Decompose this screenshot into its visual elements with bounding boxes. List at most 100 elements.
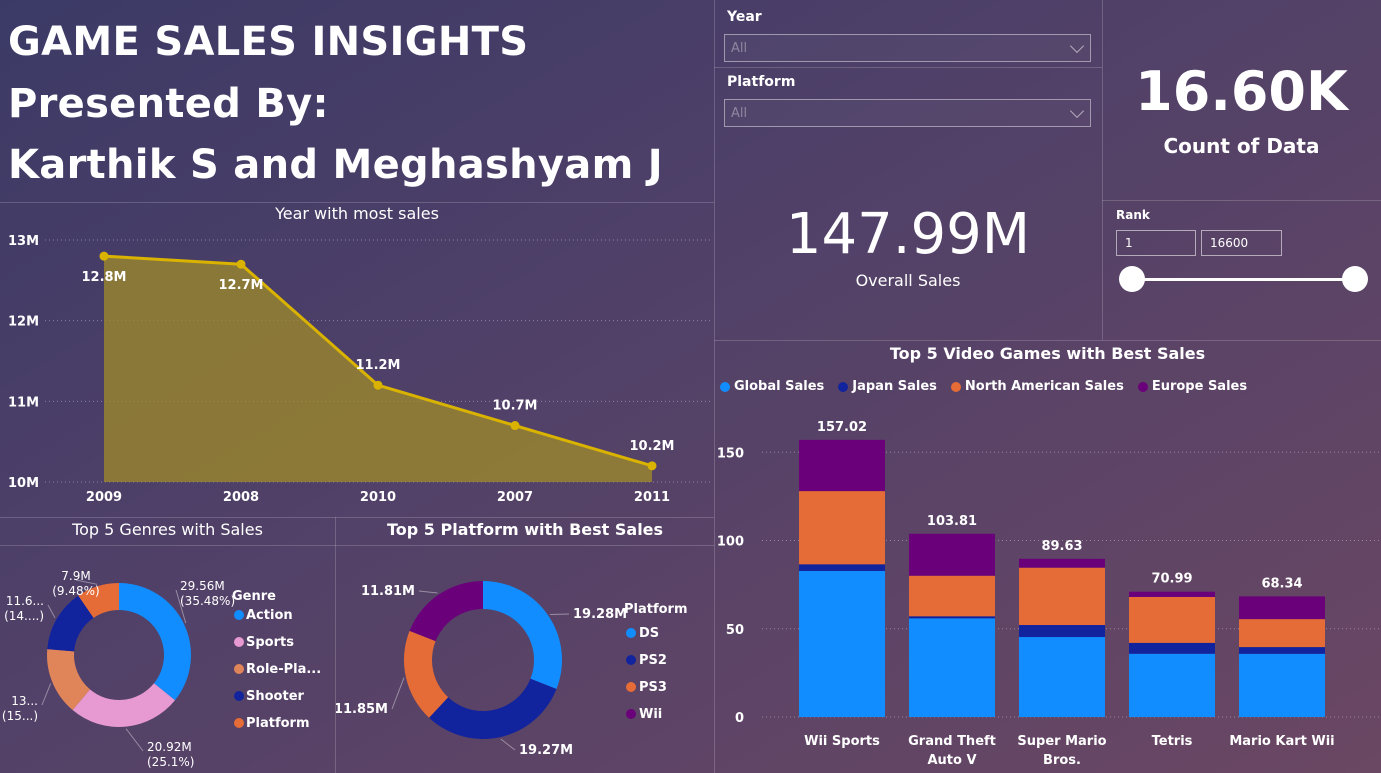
data-label: 7.9M <box>61 569 90 583</box>
year-dropdown-value: All <box>731 41 748 56</box>
legend-label: Wii <box>639 707 662 722</box>
data-point <box>99 251 109 261</box>
platform-chart-title: Top 5 Platform with Best Sales <box>386 520 664 539</box>
x-tick-label: Tetris <box>1152 734 1193 749</box>
x-tick-label: Grand Theft <box>908 734 996 749</box>
bar-segment <box>1239 653 1325 717</box>
data-label: 13... <box>11 694 38 708</box>
legend-title: Platform <box>624 602 688 617</box>
y-tick-label: 50 <box>726 623 744 638</box>
legend-label: Shooter <box>246 689 305 704</box>
legend-label: Action <box>246 608 293 623</box>
legend-dot <box>234 610 244 620</box>
legend-item: North American Sales <box>950 379 1124 394</box>
platform-dropdown-value: All <box>731 106 748 121</box>
legend-label: Global Sales <box>734 379 825 394</box>
divider <box>1102 200 1381 201</box>
divider <box>714 340 1381 341</box>
rank-label: Rank <box>1116 208 1150 222</box>
data-label: 12.7M <box>218 278 263 293</box>
y-tick-label: 150 <box>717 446 744 461</box>
y-tick-label: 100 <box>717 535 744 550</box>
leader-line <box>125 728 144 752</box>
count-kpi-value: 16.60K <box>1135 60 1348 123</box>
y-tick-label: 11M <box>8 395 39 410</box>
count-kpi-label: Count of Data <box>1163 134 1320 158</box>
sales-kpi-value: 147.99M <box>785 202 1031 267</box>
bar-segment <box>799 570 885 717</box>
bar-segment <box>1129 653 1215 717</box>
legend-dot <box>626 628 636 638</box>
y-tick-label: 0 <box>735 711 744 726</box>
divider <box>0 517 714 518</box>
divider <box>0 202 714 203</box>
bar-segment <box>799 564 885 571</box>
area-fill <box>104 256 652 482</box>
rank-slider-max-handle[interactable] <box>1342 266 1368 292</box>
data-point <box>510 421 520 431</box>
data-label: 11.6... <box>6 594 44 608</box>
rank-min-input[interactable]: 1 <box>1116 230 1196 256</box>
year-dropdown[interactable]: All <box>724 34 1091 62</box>
rank-slider-track[interactable] <box>1132 278 1356 281</box>
data-label: 10.7M <box>492 399 537 414</box>
divider <box>335 517 336 773</box>
y-tick-label: 13M <box>8 234 39 249</box>
divider <box>714 0 715 773</box>
rank-max-input[interactable]: 16600 <box>1201 230 1282 256</box>
legend-label: Role-Pla... <box>246 662 321 677</box>
genre-slice <box>72 683 176 727</box>
legend-label: DS <box>639 626 659 641</box>
data-label: 10.2M <box>629 439 674 454</box>
data-label: (15...) <box>2 709 38 723</box>
data-label: 29.56M <box>180 579 225 593</box>
rank-slider-min-handle[interactable] <box>1119 266 1145 292</box>
area-chart-title: Year with most sales <box>275 204 439 223</box>
data-point <box>647 461 657 471</box>
legend-dot <box>626 709 636 719</box>
genre-donut-chart: 29.56M(35.48%) 20.92M(25.1%) 13...(15...) 1… <box>2 569 321 769</box>
divider <box>1102 0 1103 340</box>
data-label: (25.1%) <box>147 755 194 769</box>
legend-item: Europe Sales <box>1137 379 1247 394</box>
x-tick-label: Wii Sports <box>804 734 880 749</box>
x-tick-label: 2007 <box>497 490 533 505</box>
data-label: (9.48%) <box>52 584 99 598</box>
legend-dot <box>950 381 961 392</box>
platform-slice <box>409 581 483 642</box>
genre-slice <box>46 649 90 711</box>
legend-dot <box>720 381 730 392</box>
bar-segment <box>1019 625 1105 638</box>
leader-line <box>47 604 56 619</box>
x-tick-label: Auto V <box>927 753 976 768</box>
bar-segment <box>1129 591 1215 597</box>
x-tick-label: 2010 <box>360 490 396 505</box>
x-tick-label: Mario Kart Wii <box>1229 734 1334 749</box>
leader-line <box>500 738 516 751</box>
sales-kpi-label: Overall Sales <box>855 271 961 290</box>
x-tick-label: 2008 <box>223 490 259 505</box>
data-label: (14....) <box>4 609 44 623</box>
bar-segment <box>1129 596 1215 643</box>
legend-label: PS3 <box>639 680 667 695</box>
legend-label: North American Sales <box>964 379 1124 394</box>
legend-dot <box>234 637 244 647</box>
authors: Karthik S and Meghashyam J <box>8 142 663 188</box>
legend-item: Japan Sales <box>838 379 937 394</box>
platform-donut-chart: 19.28M 19.27M 11.85M 11.81M Platform DS PS2 PS3… <box>336 581 688 758</box>
platform-slicer-label: Platform <box>727 74 796 90</box>
data-label: 157.02 <box>817 420 867 435</box>
bar-segment <box>1019 567 1105 626</box>
year-sales-area-chart: 10M 11M 12M 13M 12.8M 2009 12.7M 2008 11.2M 2010 1… <box>8 234 712 505</box>
bar-segment <box>909 575 995 617</box>
bar-segment <box>1239 619 1325 648</box>
platform-dropdown[interactable]: All <box>724 99 1091 127</box>
data-label: 11.85M <box>336 702 388 717</box>
dashboard-title: GAME SALES INSIGHTS <box>8 19 529 65</box>
bar-segment <box>909 618 995 717</box>
legend-dot <box>234 718 244 728</box>
legend-label: Platform <box>246 716 310 731</box>
year-slicer-label: Year <box>727 9 762 25</box>
presented-by: Presented By: <box>8 81 329 127</box>
bar-segment <box>1019 637 1105 717</box>
